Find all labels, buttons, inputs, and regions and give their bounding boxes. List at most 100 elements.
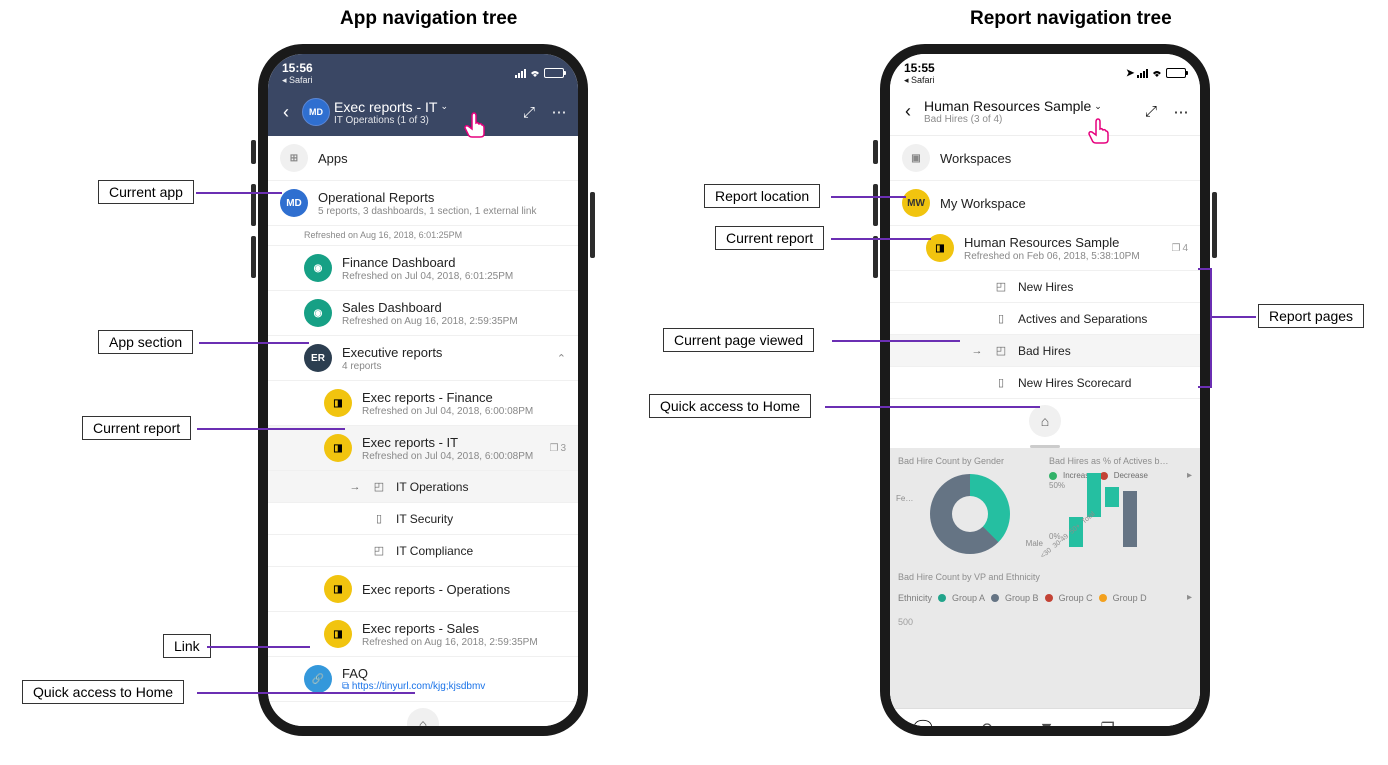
page1: IT Operations <box>396 480 468 494</box>
chart-bars: Bad Hires as % of Actives b… Increase De… <box>1049 456 1192 562</box>
back-button[interactable]: ‹ <box>274 102 298 123</box>
section-name: Executive reports <box>342 345 547 360</box>
undo-icon[interactable]: ↶ <box>979 719 992 727</box>
expand-icon[interactable]: ⤢ <box>1138 103 1164 120</box>
workspaces-row[interactable]: ▣ Workspaces <box>890 136 1200 181</box>
callout-current-page: Current page viewed <box>663 328 814 352</box>
val-500: 500 <box>898 617 1192 627</box>
page2-row[interactable]: → ▯ IT Security <box>268 503 578 535</box>
dashboard-icon: ◉ <box>304 299 332 327</box>
comment-icon[interactable]: 💬 <box>913 719 933 727</box>
copy-icon[interactable]: ❐ <box>1101 719 1115 727</box>
home-button[interactable]: ⌂ <box>1029 405 1061 437</box>
page-count: ❐ 4 <box>1171 243 1188 254</box>
page1-row[interactable]: → ◰ IT Operations <box>268 471 578 503</box>
eth-label: Ethnicity <box>898 593 932 603</box>
home-button[interactable]: ⌂ <box>407 708 439 726</box>
rep2-sub: Refreshed on Jul 04, 2018, 6:00:08PM <box>362 451 539 462</box>
app-name: Operational Reports <box>318 190 566 205</box>
dash2-row[interactable]: ◉ Sales Dashboard Refreshed on Aug 16, 2… <box>268 291 578 336</box>
back-safari[interactable]: ◂ Safari <box>904 76 935 85</box>
section-row[interactable]: ER Executive reports 4 reports ⌃ <box>268 336 578 381</box>
nav-title-text: Exec reports - IT <box>334 99 437 115</box>
page-icon: ◰ <box>994 280 1008 294</box>
report-row[interactable]: ◨ Human Resources Sample Refreshed on Fe… <box>890 226 1200 271</box>
rep1-sub: Refreshed on Jul 04, 2018, 6:00:08PM <box>362 406 566 417</box>
rpage2-row[interactable]: → ▯ Actives and Separations <box>890 303 1200 335</box>
link-row[interactable]: 🔗 FAQ ⧉ https://tinyurl.com/kjg;kjsdbmv <box>268 657 578 702</box>
app-sub: 5 reports, 3 dashboards, 1 section, 1 ex… <box>318 206 566 217</box>
workspace-name: My Workspace <box>940 196 1188 211</box>
page-icon: ▯ <box>994 376 1008 390</box>
donut-label-a: Fe… <box>896 494 913 503</box>
current-app-row[interactable]: MD Operational Reports 5 reports, 3 dash… <box>268 181 578 226</box>
dash1-name: Finance Dashboard <box>342 255 566 270</box>
chevron-down-icon: ⌄ <box>1094 101 1102 112</box>
navbar-right: ‹ Human Resources Sample⌄ Bad Hires (3 o… <box>890 88 1200 136</box>
wifi-icon <box>529 68 541 78</box>
rep4-row[interactable]: ◨ Exec reports - Sales Refreshed on Aug … <box>268 612 578 657</box>
report-name: Human Resources Sample <box>964 235 1161 250</box>
left-title: App navigation tree <box>340 8 517 30</box>
workspaces-label: Workspaces <box>940 151 1188 166</box>
chevron-right-icon[interactable]: ▸ <box>1187 470 1192 481</box>
rep3-name: Exec reports - Operations <box>362 582 566 597</box>
chart1-title: Bad Hire Count by Gender <box>898 456 1041 466</box>
page2: IT Security <box>396 512 453 526</box>
expand-icon[interactable]: ⤢ <box>516 104 542 121</box>
workspace-row[interactable]: MW My Workspace <box>890 181 1200 226</box>
content-left: ⊞ Apps MD Operational Reports 5 reports,… <box>268 136 578 726</box>
legend-dot-inc <box>1049 472 1057 480</box>
content-right: ▣ Workspaces MW My Workspace ◨ Human Res… <box>890 136 1200 726</box>
ytick1: 50% <box>1049 481 1065 490</box>
nav-title-text: Human Resources Sample <box>924 98 1091 114</box>
rep2-row[interactable]: ◨ Exec reports - IT Refreshed on Jul 04,… <box>268 426 578 471</box>
rpage3: Bad Hires <box>1018 344 1071 358</box>
chevron-right-icon[interactable]: ▸ <box>1187 592 1192 603</box>
back-button[interactable]: ‹ <box>896 101 920 122</box>
app-badge: MD <box>280 189 308 217</box>
page-icon: ▯ <box>372 512 386 526</box>
navbar-left: ‹ MD Exec reports - IT⌄ IT Operations (1… <box>268 88 578 136</box>
battery-icon <box>1166 68 1186 78</box>
arrow-icon: → <box>348 480 362 494</box>
page3-row[interactable]: → ◰ IT Compliance <box>268 535 578 567</box>
workspace-badge: MW <box>902 189 930 217</box>
callout-app-section: App section <box>98 330 193 354</box>
signal-icon <box>515 69 526 78</box>
status-icons: ➤ <box>1126 68 1186 79</box>
link-icon: 🔗 <box>304 665 332 693</box>
link-url: ⧉ https://tinyurl.com/kjg;kjsdbmv <box>342 681 566 692</box>
callout-current-app: Current app <box>98 180 194 204</box>
donut-label-b: Male <box>1026 539 1043 548</box>
rpage1-row[interactable]: → ◰ New Hires <box>890 271 1200 303</box>
link-name: FAQ <box>342 666 566 681</box>
more-icon[interactable]: ⋯ <box>546 103 572 121</box>
partial-row[interactable]: Refreshed on Aug 16, 2018, 6:01:25PM <box>268 226 578 246</box>
statusbar-left: 15:56 ◂ Safari <box>268 54 578 88</box>
chart-donut: Bad Hire Count by Gender Fe… Male <box>898 456 1041 562</box>
bottom-toolbar: 💬 ↶ ▼ ❐ ⋯ <box>890 708 1200 726</box>
pointer-hand-icon <box>1086 118 1110 144</box>
bar4 <box>1123 491 1137 547</box>
page-icon: ◰ <box>372 480 386 494</box>
arrow-icon: → <box>970 344 984 358</box>
report-icon: ◨ <box>324 620 352 648</box>
battery-icon <box>544 68 564 78</box>
dash1-sub: Refreshed on Jul 04, 2018, 6:01:25PM <box>342 271 566 282</box>
rep1-row[interactable]: ◨ Exec reports - Finance Refreshed on Ju… <box>268 381 578 426</box>
rep3-row[interactable]: ◨ Exec reports - Operations <box>268 567 578 612</box>
dash1-row[interactable]: ◉ Finance Dashboard Refreshed on Jul 04,… <box>268 246 578 291</box>
workspaces-icon: ▣ <box>902 144 930 172</box>
page-icon: ◰ <box>994 344 1008 358</box>
apps-row[interactable]: ⊞ Apps <box>268 136 578 181</box>
back-safari[interactable]: ◂ Safari <box>282 76 313 85</box>
rpage4-row[interactable]: → ▯ New Hires Scorecard <box>890 367 1200 399</box>
dash2-sub: Refreshed on Aug 16, 2018, 2:59:35PM <box>342 316 566 327</box>
rpage2: Actives and Separations <box>1018 312 1147 326</box>
filter-icon[interactable]: ▼ <box>1039 720 1055 727</box>
report-icon: ◨ <box>324 575 352 603</box>
more-icon[interactable]: ⋯ <box>1168 103 1194 121</box>
more-icon[interactable]: ⋯ <box>1161 719 1177 727</box>
app-avatar[interactable]: MD <box>302 98 330 126</box>
